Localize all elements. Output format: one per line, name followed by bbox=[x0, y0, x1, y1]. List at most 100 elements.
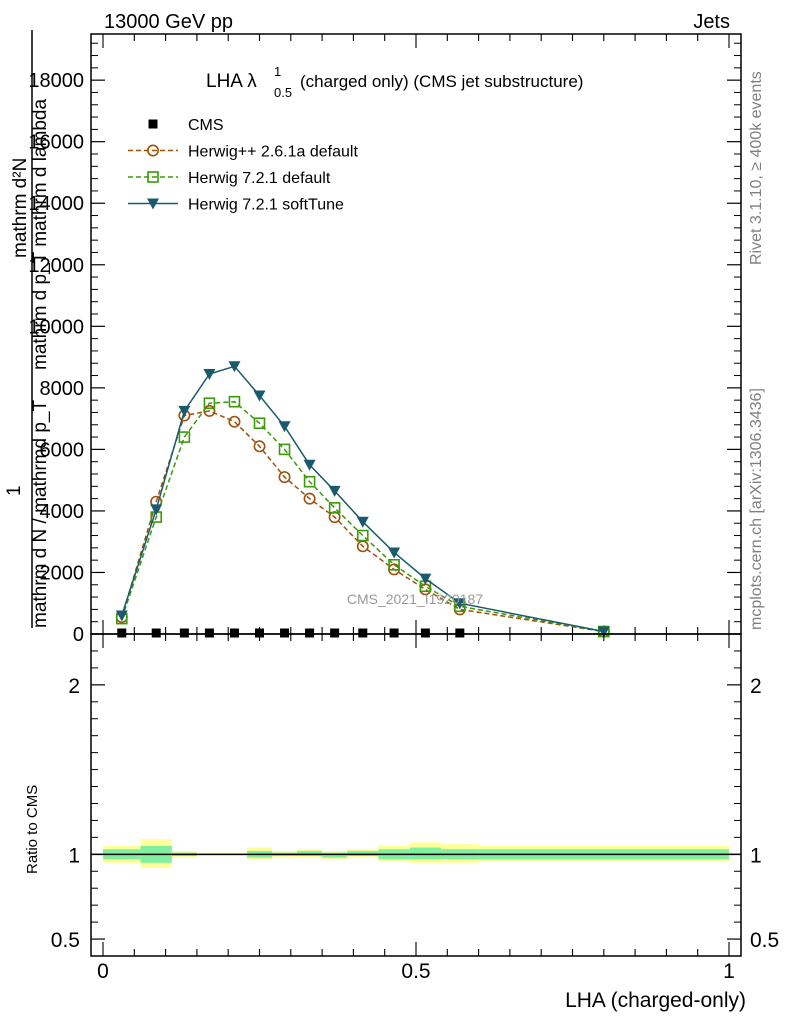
data-point bbox=[278, 471, 291, 484]
legend-entry: CMS bbox=[148, 117, 224, 134]
data-point bbox=[328, 485, 341, 497]
y-label-mid: mathrm d p_T mathrm d lambda bbox=[30, 99, 51, 370]
main-y-label: mathrm d²N mathrm d p_T mathrm d lambda … bbox=[4, 30, 51, 628]
data-point bbox=[115, 610, 128, 622]
ratio-band-inner bbox=[297, 850, 323, 857]
header-right: Jets bbox=[693, 11, 730, 33]
legend-marker bbox=[147, 198, 159, 210]
ratio-ytick-label-right: 0.5 bbox=[750, 929, 779, 952]
xtick-label: 0 bbox=[97, 960, 109, 983]
main-ytick-label: 4000 bbox=[40, 501, 85, 523]
data-point bbox=[303, 459, 316, 471]
ratio-ytick-label-left: 0.5 bbox=[51, 929, 80, 952]
x-axis-label: LHA (charged-only) bbox=[565, 989, 746, 1012]
series-line bbox=[121, 400, 604, 633]
data-point bbox=[419, 573, 432, 585]
main-ytick-label: 0 bbox=[73, 624, 84, 646]
legend-label: Herwig 7.2.1 default bbox=[188, 170, 331, 187]
main-series bbox=[115, 361, 610, 638]
main-ytick-label: 18000 bbox=[28, 70, 84, 92]
legend-entry: Herwig 7.2.1 default bbox=[128, 170, 331, 187]
data-point bbox=[178, 405, 191, 417]
data-point bbox=[328, 502, 341, 514]
header-left: 13000 GeV pp bbox=[104, 11, 233, 33]
data-point bbox=[388, 547, 401, 559]
data-point bbox=[151, 628, 161, 638]
data-point bbox=[420, 628, 430, 638]
y-label-top: mathrm d²N bbox=[10, 158, 31, 258]
data-point bbox=[150, 504, 163, 516]
data-point bbox=[229, 628, 239, 638]
ratio-plot-panel: 0.5 0.5 1 1 2 2 0 0.5 1 Ratio to CMS LHA (charge… bbox=[24, 633, 779, 1012]
xtick-label: 1 bbox=[723, 960, 735, 983]
xtick-label: 0.5 bbox=[401, 960, 430, 983]
title-main: LHA λ bbox=[206, 71, 257, 92]
legend-label: Herwig++ 2.6.1a default bbox=[188, 144, 358, 161]
legend-marker bbox=[147, 171, 159, 183]
data-point bbox=[330, 628, 340, 638]
data-point bbox=[204, 628, 214, 638]
main-ytick-label: 14000 bbox=[28, 193, 84, 215]
watermark: CMS_2021_I1920187 bbox=[347, 591, 483, 607]
data-point bbox=[117, 628, 127, 638]
data-point bbox=[305, 628, 315, 638]
legend-label: CMS bbox=[188, 117, 224, 134]
data-point bbox=[356, 516, 369, 528]
y-label-bottom: mathrm d N / mathrmd p_T bbox=[30, 400, 51, 628]
title-suffix: (charged only) (CMS jet substructure) bbox=[300, 72, 583, 91]
data-point bbox=[303, 475, 316, 488]
data-point bbox=[597, 626, 610, 638]
data-point bbox=[228, 395, 241, 408]
mcplots-label: mcplots.cern.ch [arXiv:1306.3436] bbox=[748, 388, 765, 630]
ratio-band-inner bbox=[409, 847, 442, 860]
title-sub: 0.5 bbox=[274, 85, 292, 100]
data-point bbox=[253, 417, 266, 430]
main-ytick-label: 2000 bbox=[40, 562, 85, 584]
data-point bbox=[389, 628, 399, 638]
ratio-ytick-label-right: 2 bbox=[750, 675, 762, 698]
data-point bbox=[228, 415, 241, 428]
ratio-ytick-label-right: 1 bbox=[750, 844, 762, 867]
data-point bbox=[178, 431, 191, 443]
legend: CMS Herwig++ 2.6.1a default Herwig 7.2.1 d… bbox=[128, 117, 358, 214]
legend-label: Herwig 7.2.1 softTune bbox=[188, 197, 344, 214]
data-point bbox=[228, 361, 241, 373]
legend-marker bbox=[147, 144, 160, 157]
data-point bbox=[203, 397, 216, 410]
series-0 bbox=[117, 628, 465, 638]
main-ticks: 0 2000 4000 6000 8000 10000 12000 14000 16000 180… bbox=[28, 34, 741, 646]
ratio-band-inner bbox=[322, 852, 348, 858]
legend-entry: Herwig 7.2.1 softTune bbox=[128, 197, 344, 214]
data-point bbox=[328, 511, 341, 524]
data-point bbox=[455, 628, 465, 638]
legend-marker bbox=[148, 119, 158, 129]
ratio-ticks: 0.5 0.5 1 1 2 2 0 0.5 1 bbox=[51, 634, 779, 983]
data-point bbox=[179, 628, 189, 638]
data-point bbox=[253, 390, 266, 402]
data-point bbox=[358, 628, 368, 638]
legend-entry: Herwig++ 2.6.1a default bbox=[128, 144, 358, 161]
data-point bbox=[253, 440, 266, 453]
main-ytick-label: 6000 bbox=[40, 439, 85, 461]
ratio-ytick-label-left: 2 bbox=[68, 675, 80, 698]
ratio-y-label: Ratio to CMS bbox=[24, 785, 41, 874]
ratio-ytick-label-left: 1 bbox=[68, 844, 80, 867]
ratio-band-inner bbox=[347, 850, 379, 857]
data-point bbox=[278, 443, 291, 456]
ratio-frame bbox=[90, 633, 742, 957]
main-ytick-label: 12000 bbox=[28, 255, 84, 277]
data-point bbox=[453, 598, 466, 610]
plot-title: LHA λ 1 0.5 (charged only) (CMS jet subs… bbox=[206, 64, 583, 100]
main-ytick-label: 10000 bbox=[28, 316, 84, 338]
data-point bbox=[388, 558, 400, 571]
y-label-one: 1 bbox=[4, 485, 25, 496]
ratio-bands bbox=[103, 839, 729, 868]
main-ytick-label: 16000 bbox=[28, 132, 84, 154]
main-plot-panel: 0 2000 4000 6000 8000 10000 12000 14000 16000 180… bbox=[28, 33, 742, 646]
title-sup: 1 bbox=[274, 64, 281, 79]
data-point bbox=[255, 628, 264, 638]
rivet-label: Rivet 3.1.10, ≥ 400k events bbox=[748, 71, 765, 265]
series-3 bbox=[115, 361, 610, 638]
data-point bbox=[203, 369, 216, 380]
